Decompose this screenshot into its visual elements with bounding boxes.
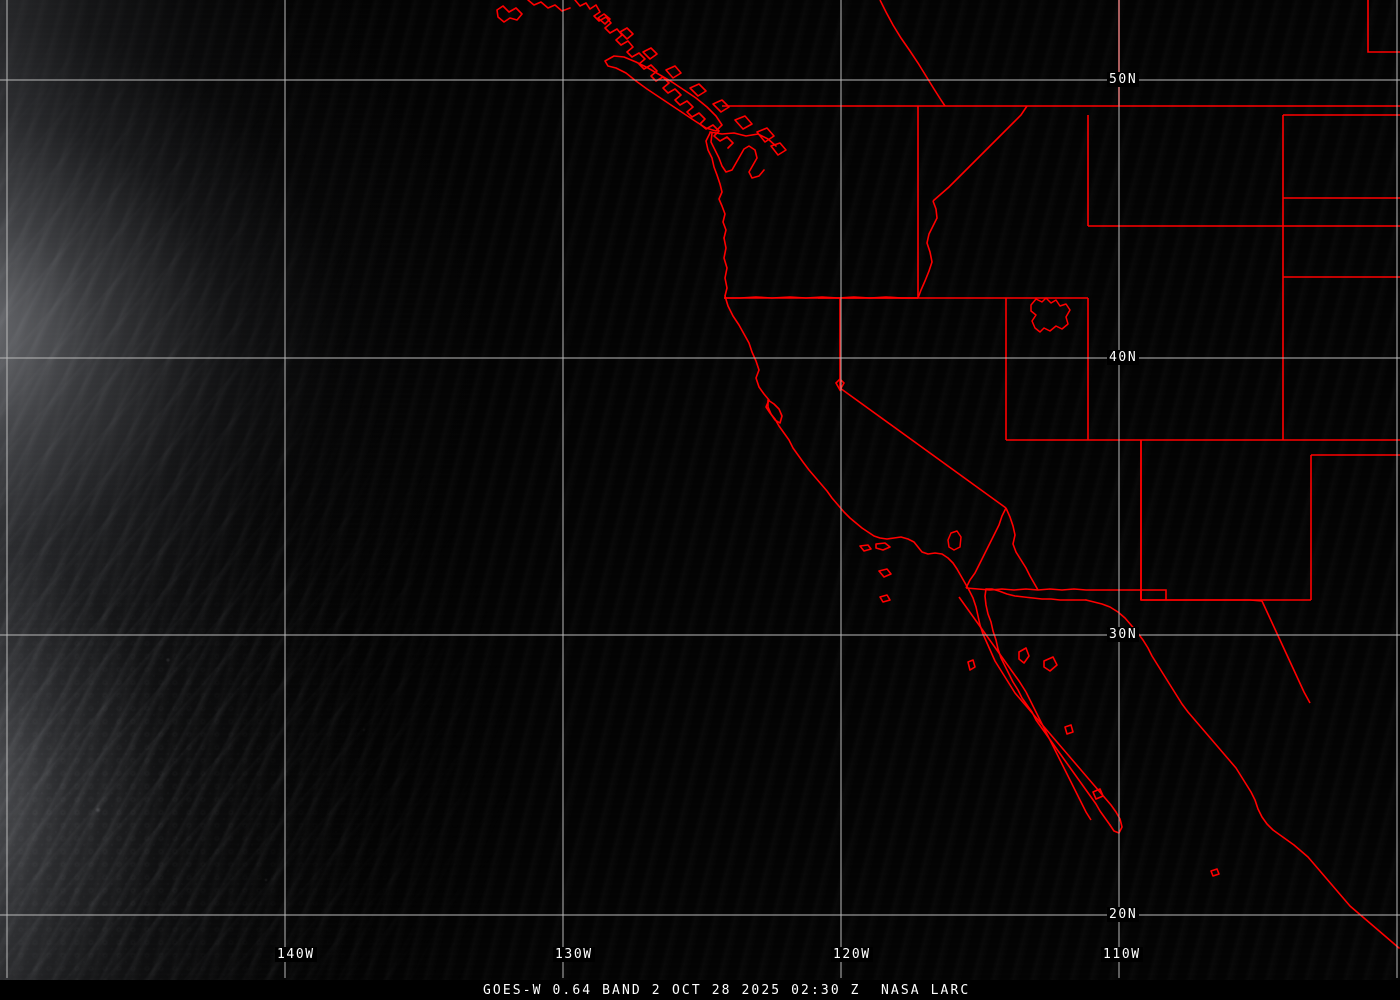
lon-label-130w: 130W: [553, 947, 595, 962]
coastline-bc-islands-b: [620, 28, 633, 39]
great-salt-lake: [1030, 297, 1071, 333]
border-sonora-chihuahua: [1261, 600, 1311, 704]
salton-sea: [947, 530, 962, 551]
coastline-isla-carmen: [1065, 725, 1073, 734]
coastline-channel-island-santa-cruz: [876, 543, 890, 550]
lat-label-40n: 40N: [1107, 350, 1140, 365]
coastline-isla-guadalupe: [968, 660, 975, 670]
coastline-channel-island-catalina: [879, 569, 891, 577]
lat-label-50n: 50N: [1107, 72, 1140, 87]
border-california-nevada-notch: [835, 377, 845, 392]
border-baja-norte-sur: [958, 596, 1027, 693]
coastline-queen-charlotte: [528, 0, 570, 11]
border-us-mexico: [965, 587, 1263, 602]
border-idaho-montana: [932, 105, 1028, 202]
coastline-channel-island-santa-rosa: [860, 545, 871, 551]
coastline-british-columbia: [575, 0, 733, 148]
border-baja-interior: [1025, 691, 1092, 821]
coastline-juan-de-fuca: [710, 132, 776, 146]
caption-timestamp-label: OCT 28 2025 02:30 Z: [672, 982, 861, 998]
caption-source-label: NASA LARC: [881, 982, 971, 998]
coastline-channel-island-san-clemente: [880, 595, 890, 602]
border-california-nevada-oblique: [839, 387, 1007, 509]
border-new-mexico-bootheel: [1140, 589, 1167, 600]
coastline-baja-east: [985, 589, 1110, 825]
border-washington-oregon: [724, 296, 918, 299]
caption-product-label: GOES-W 0.64 BAND 2: [483, 982, 662, 998]
coastline-washington: [706, 133, 726, 238]
coastline-isla-angel-de-la-guarda: [1019, 648, 1029, 663]
coastline-bc-islands-d: [666, 66, 681, 78]
border-nevada-arizona: [965, 507, 1007, 589]
lon-label-110w: 110W: [1101, 947, 1143, 962]
coastline-bc-islands-e: [690, 84, 706, 96]
coastline-california: [725, 296, 969, 590]
coastline-mexico-mainland: [1086, 600, 1399, 948]
border-saskatchewan-manitoba: [1367, 0, 1400, 53]
lat-label-30n: 30N: [1107, 627, 1140, 642]
coastline-alaska-panhandle: [497, 6, 522, 22]
coastline-colorado-delta: [986, 589, 1086, 600]
coastline-oregon: [724, 238, 727, 296]
coastline-bc-islands-a: [598, 14, 610, 24]
coastline-bc-islands-h: [757, 128, 774, 142]
border-california-arizona: [1005, 507, 1039, 591]
lat-label-20n: 20N: [1107, 907, 1140, 922]
coastline-isla-cerralvo: [1093, 789, 1103, 799]
lon-label-140w: 140W: [275, 947, 317, 962]
coastline-baja-west: [969, 590, 1122, 833]
border-oregon-idaho: [917, 200, 938, 299]
coastline-san-francisco-bay: [768, 400, 782, 423]
caption-bar: GOES-W 0.64 BAND 2 OCT 28 2025 02:30 Z N…: [0, 980, 1400, 1000]
coastline-isla-tiburon: [1044, 657, 1057, 671]
coastline-bc-islands-g: [735, 116, 752, 129]
border-bc-alberta: [879, 0, 946, 107]
coastline-bc-islands-c: [643, 48, 657, 59]
lon-label-120w: 120W: [831, 947, 873, 962]
coastline-bc-islands-i: [771, 143, 786, 155]
coastline-bc-islands-f: [713, 100, 729, 112]
coastline-isla-socorro: [1211, 869, 1219, 876]
coastline-puget-sound: [711, 133, 764, 178]
